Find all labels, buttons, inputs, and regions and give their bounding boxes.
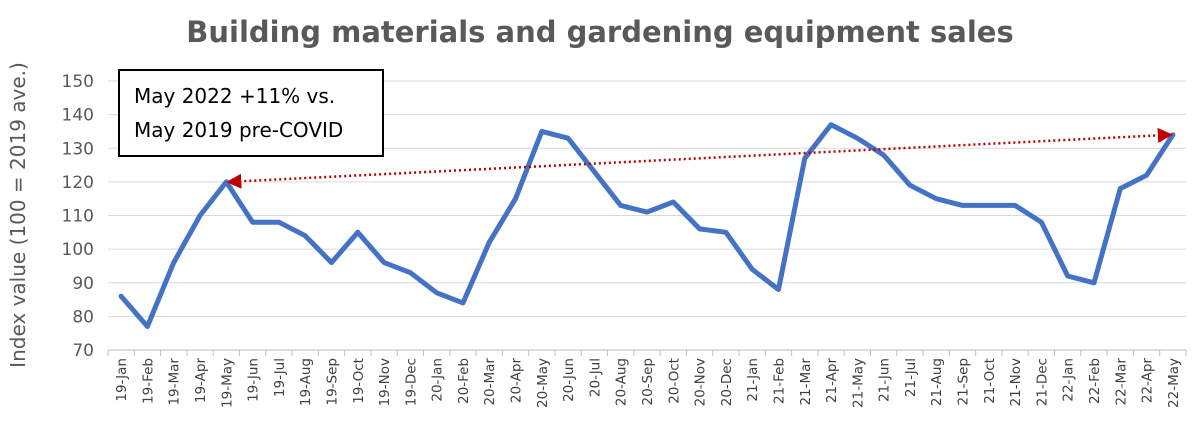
- x-tick-label: 22-Jan: [1061, 358, 1077, 402]
- x-tick-label: 21-Jul: [903, 358, 919, 397]
- x-tick-label: 19-Dec: [403, 358, 419, 406]
- y-tick-label: 100: [62, 240, 94, 260]
- trend-arrow-layer: [226, 127, 1173, 189]
- y-axis-label: Index value (100 = 2019 ave.): [6, 62, 30, 368]
- y-tick-label: 80: [72, 307, 94, 327]
- x-axis-ticks: 19-Jan 19-Feb 19-Mar 19-Apr 19-May 19-Jun 19-J…: [114, 358, 1182, 408]
- x-tick-label: 19-Oct: [351, 358, 367, 404]
- y-axis-ticks: 70 80 90 100 110 120 130 140 150: [62, 72, 94, 361]
- x-tick-label: 21-Oct: [982, 358, 998, 404]
- x-tick-label: 19-Jan: [114, 358, 130, 402]
- x-tick-label: 21-Nov: [1008, 358, 1024, 406]
- x-tick-label: 19-Jun: [246, 358, 262, 402]
- x-axis: [107, 349, 1187, 356]
- x-tick-label: 22-Feb: [1087, 358, 1103, 404]
- trend-arrow: [226, 127, 1173, 189]
- annotation-box: [118, 69, 384, 157]
- x-tick-label: 20-Nov: [693, 358, 709, 406]
- y-tick-label: 90: [72, 274, 94, 294]
- x-tick-label: 20-Feb: [456, 358, 472, 404]
- x-tick-label: 20-Jul: [587, 358, 603, 397]
- x-tick-label: 20-Jan: [430, 358, 446, 402]
- y-tick-label: 130: [62, 139, 94, 159]
- y-tick-label: 70: [72, 341, 94, 361]
- x-tick-label: 19-Sep: [324, 358, 340, 406]
- x-tick-label: 19-Aug: [298, 358, 314, 406]
- x-tick-label: 20-Apr: [509, 358, 525, 404]
- x-tick-label: 19-May: [219, 358, 235, 408]
- x-tick-label: 21-Apr: [824, 358, 840, 404]
- annotation: May 2022 +11% vs. May 2019 pre-COVID: [118, 69, 384, 157]
- x-tick-label: 21-May: [850, 358, 866, 408]
- x-tick-label: 20-May: [535, 358, 551, 408]
- x-tick-label: 22-Apr: [1140, 358, 1156, 404]
- x-tick-label: 20-Dec: [719, 358, 735, 406]
- y-tick-label: 110: [62, 207, 94, 227]
- x-tick-label: 19-Mar: [167, 358, 183, 406]
- annotation-line-2: May 2019 pre-COVID: [134, 118, 343, 142]
- x-tick-label: 19-Feb: [140, 358, 156, 404]
- x-tick-label: 20-Aug: [614, 358, 630, 406]
- y-tick-label: 150: [62, 72, 94, 92]
- x-tick-label: 22-May: [1166, 358, 1182, 408]
- x-tick-label: 20-Mar: [482, 358, 498, 406]
- x-tick-label: 21-Aug: [929, 358, 945, 406]
- x-tick-label: 21-Sep: [956, 358, 972, 406]
- chart-title: Building materials and gardening equipme…: [186, 15, 1013, 49]
- annotation-line-1: May 2022 +11% vs.: [134, 84, 335, 108]
- x-tick-label: 21-Feb: [771, 358, 787, 404]
- x-tick-label: 20-Jun: [561, 358, 577, 402]
- x-tick-label: 21-Mar: [798, 358, 814, 406]
- x-tick-label: 21-Jun: [877, 358, 893, 402]
- x-tick-label: 21-Jan: [745, 358, 761, 402]
- x-tick-label: 19-Nov: [377, 358, 393, 406]
- x-tick-label: 19-Jul: [272, 358, 288, 397]
- x-tick-label: 20-Sep: [640, 358, 656, 406]
- y-tick-label: 140: [62, 106, 94, 126]
- x-tick-label: 21-Dec: [1034, 358, 1050, 406]
- x-tick-label: 19-Apr: [193, 358, 209, 404]
- y-tick-label: 120: [62, 173, 94, 193]
- x-tick-label: 20-Oct: [666, 358, 682, 404]
- x-tick-label: 22-Mar: [1113, 358, 1129, 406]
